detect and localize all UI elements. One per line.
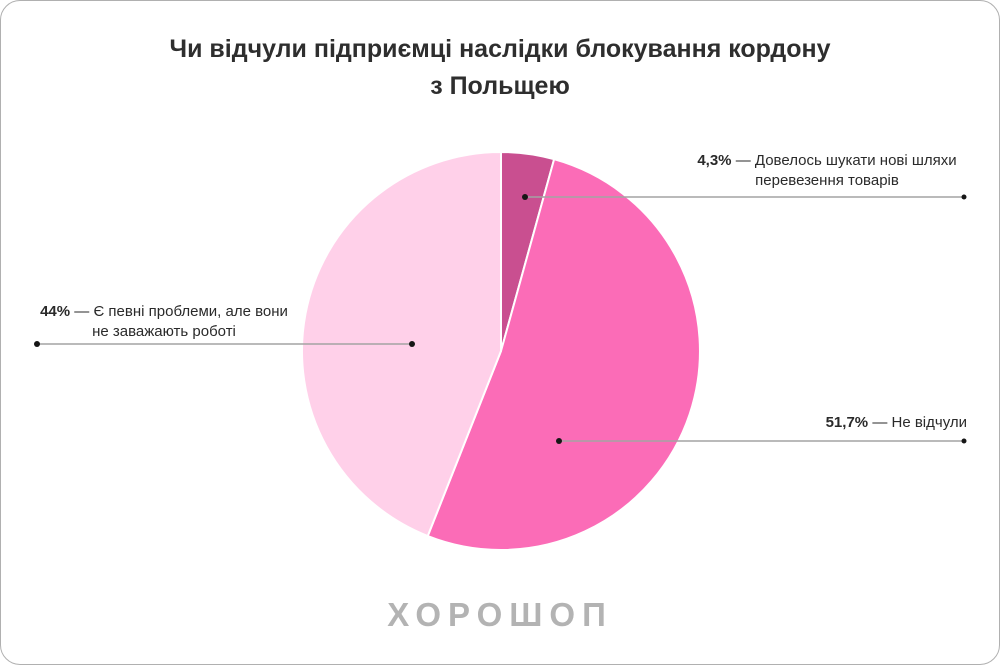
brand-logo: ХОРОШОП xyxy=(387,596,613,633)
annotation-separator: — xyxy=(735,152,751,169)
annotation-not-felt: 51,7% — Не відчули xyxy=(701,413,967,433)
chart-title: Чи відчули підприємці наслідки блокуванн… xyxy=(169,35,831,100)
annotation-percent: 44% xyxy=(40,303,71,320)
annotation-separator: — xyxy=(872,414,888,431)
callout-dot-problems-label xyxy=(34,341,40,347)
callout-dot-notfelt-slice xyxy=(556,438,562,444)
annotation-text: Не відчули xyxy=(891,414,967,431)
annotation-text: Є певні проблеми, але вони не заважають … xyxy=(92,303,288,340)
annotation-some-problems: 44% — Є певні проблеми, але вони не зава… xyxy=(31,302,297,342)
callout-dot-seek-slice xyxy=(522,194,528,200)
callout-dot-notfelt-label xyxy=(961,438,967,444)
pie-slices-group xyxy=(301,151,701,551)
pie-slice-not-felt xyxy=(426,158,701,551)
callout-dot-seek-label xyxy=(961,194,967,200)
annotation-text: Довелось шукати нові шляхи перевезення т… xyxy=(754,152,957,189)
annotation-separator: — xyxy=(74,303,90,320)
annotation-percent: 4,3% xyxy=(697,152,732,169)
annotation-seek-new-routes: 4,3% — Довелось шукати нові шляхи переве… xyxy=(681,151,973,191)
annotation-percent: 51,7% xyxy=(825,414,869,431)
callout-dot-problems-slice xyxy=(409,341,415,347)
